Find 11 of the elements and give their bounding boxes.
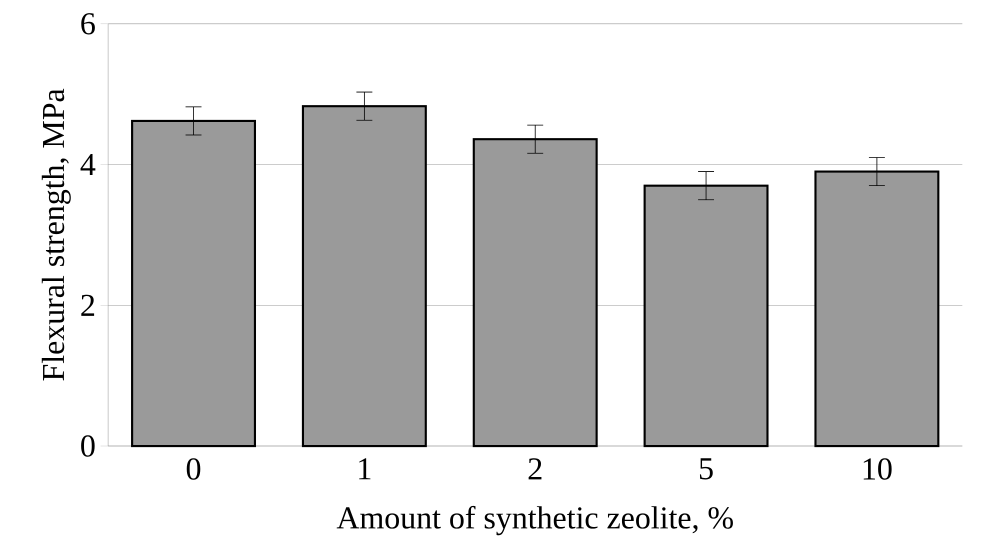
y-tick-label: 2 <box>81 294 94 316</box>
y-tick-label: 0 <box>81 435 95 457</box>
y-tick-label: 6 <box>81 13 95 34</box>
x-axis-title: Amount of synthetic zeolite, % <box>336 506 733 536</box>
y-tick-label: 4 <box>80 154 96 175</box>
x-tick-label: 5 <box>700 458 713 480</box>
x-tick-label: 10 <box>864 458 892 480</box>
x-tick-label: 2 <box>528 458 542 480</box>
y-axis-title: Flexural strength, MPa <box>42 88 71 380</box>
x-tick-label: 0 <box>186 458 200 480</box>
x-tick-label: 1 <box>359 458 370 480</box>
